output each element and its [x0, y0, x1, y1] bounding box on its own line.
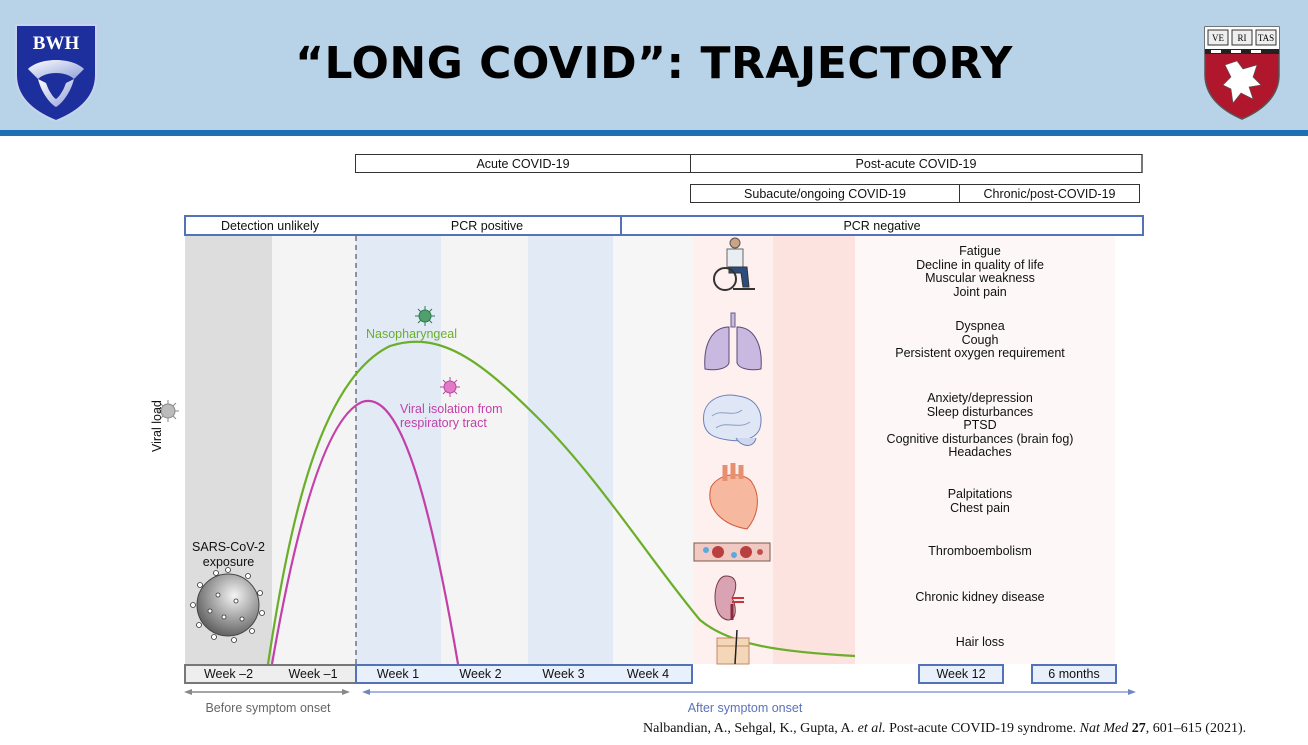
- citation: Nalbandian, A., Sehgal, K., Gupta, A. et…: [643, 721, 1246, 737]
- viral-isolation-curve: [270, 399, 460, 665]
- citation-title: Post-acute COVID-19 syndrome.: [885, 721, 1080, 736]
- week-minus-2: Week –2: [184, 664, 273, 684]
- symptom-text: Headaches: [948, 445, 1012, 460]
- phase-acute: Acute COVID-19: [355, 154, 691, 173]
- symptom-text: Anxiety/depression: [927, 391, 1033, 405]
- harvard-shield-logo: VE RI TAS: [1204, 26, 1280, 120]
- pcr-positive: PCR positive: [354, 215, 622, 236]
- virus-pink-icon: [440, 377, 460, 397]
- header-divider: [0, 130, 1308, 136]
- exposure-label-line1: SARS-CoV-2: [192, 540, 265, 554]
- band-week-1: [356, 236, 441, 664]
- citation-authors: Nalbandian, A., Sehgal, K., Gupta, A.: [643, 721, 858, 736]
- slide-title: “LONG COVID”: TRAJECTORY: [295, 38, 1013, 89]
- symptom-text: Palpitations: [947, 487, 1013, 501]
- symptom-group-general: Fatigue Decline in quality of life Muscu…: [860, 244, 1100, 299]
- symptom-group-cardiac: Palpitations Chest pain: [860, 487, 1100, 515]
- symptom-text: Decline in quality of life: [916, 257, 1044, 272]
- week-12: Week 12: [918, 664, 1004, 684]
- phase-chronic: Chronic/post-COVID-19: [959, 184, 1140, 203]
- kidney-icon: [714, 575, 744, 621]
- svg-text:BWH: BWH: [33, 33, 80, 54]
- symptom-text: Cough: [961, 332, 999, 347]
- week-3: Week 3: [522, 664, 607, 684]
- viral-isolation-line1: Viral isolation from: [400, 402, 503, 416]
- heart-icon: [709, 463, 758, 530]
- symptom-group-neuro: Anxiety/depression Sleep disturbances PT…: [860, 391, 1100, 460]
- nasopharyngeal-label: Nasopharyngeal: [366, 327, 458, 341]
- pcr-negative: PCR negative: [620, 215, 1144, 236]
- citation-journal: Nat Med: [1079, 721, 1129, 736]
- symptom-text: Joint pain: [953, 284, 1007, 299]
- after-symptom-onset-label: After symptom onset: [687, 701, 803, 715]
- six-months: 6 months: [1031, 664, 1117, 684]
- symptom-text: Muscular weakness: [925, 271, 1035, 286]
- symptom-group-thrombo: Thromboembolism: [860, 544, 1100, 559]
- brain-icon: [703, 394, 762, 446]
- lungs-icon: [704, 312, 762, 371]
- symptom-group-dermatologic: Hair loss: [860, 635, 1100, 650]
- week-2: Week 2: [439, 664, 524, 684]
- slide-header: [0, 0, 1308, 130]
- week-4: Week 4: [605, 664, 693, 684]
- hair-follicle-icon: [716, 629, 750, 665]
- pcr-detection-unlikely: Detection unlikely: [184, 215, 356, 236]
- symptom-text: Hair loss: [955, 635, 1005, 649]
- symptom-text: Fatigue: [959, 244, 1001, 258]
- citation-etal: et al.: [857, 721, 886, 736]
- virus-grey-icon: [157, 400, 179, 422]
- symptom-text: Dyspnea: [955, 319, 1005, 333]
- band-week-4: [613, 236, 693, 664]
- band-chronic: [855, 236, 1115, 664]
- citation-volume: 27: [1128, 721, 1146, 736]
- nasopharyngeal-curve: [266, 340, 856, 665]
- symptom-group-renal: Chronic kidney disease: [860, 590, 1100, 605]
- symptom-text: Chronic kidney disease: [915, 590, 1045, 604]
- symptom-text: PTSD: [963, 418, 997, 433]
- exposure-label-line2: exposure: [202, 555, 255, 569]
- phase-post-acute: Post-acute COVID-19: [690, 154, 1143, 173]
- symptom-text: Thromboembolism: [928, 544, 1032, 558]
- svg-text:TAS: TAS: [1258, 33, 1274, 43]
- blood-vessel-clot-icon: [693, 542, 771, 562]
- band-week-3: [528, 236, 613, 664]
- svg-text:VE: VE: [1212, 33, 1224, 43]
- phase-subacute: Subacute/ongoing COVID-19: [690, 184, 960, 203]
- sars-cov-2-virion-icon: [190, 567, 265, 643]
- exposure-label: SARS-CoV-2 exposure: [185, 540, 272, 570]
- week-minus-1: Week –1: [271, 664, 357, 684]
- virus-green-icon: [415, 306, 435, 326]
- timeline-arrows: [184, 689, 1136, 695]
- symptom-text: Chest pain: [950, 500, 1010, 515]
- before-symptom-onset-label: Before symptom onset: [205, 701, 331, 715]
- symptom-text: Persistent oxygen requirement: [895, 346, 1065, 361]
- symptom-group-respiratory: Dyspnea Cough Persistent oxygen requirem…: [860, 319, 1100, 361]
- citation-pages: , 601–615 (2021).: [1145, 721, 1247, 736]
- viral-isolation-label: Viral isolation from respiratory tract: [400, 402, 503, 430]
- week-1: Week 1: [355, 664, 441, 684]
- viral-isolation-line2: respiratory tract: [400, 416, 487, 430]
- symptom-text: Cognitive disturbances (brain fog): [886, 431, 1074, 446]
- y-axis-label: Viral load: [150, 400, 164, 452]
- band-subacute-2: [773, 236, 855, 664]
- wheelchair-person-icon: [713, 237, 755, 291]
- band-week-2: [441, 236, 528, 664]
- symptom-text: Sleep disturbances: [926, 404, 1034, 419]
- svg-text:RI: RI: [1238, 33, 1247, 43]
- bwh-shield-logo: BWH: [15, 24, 97, 123]
